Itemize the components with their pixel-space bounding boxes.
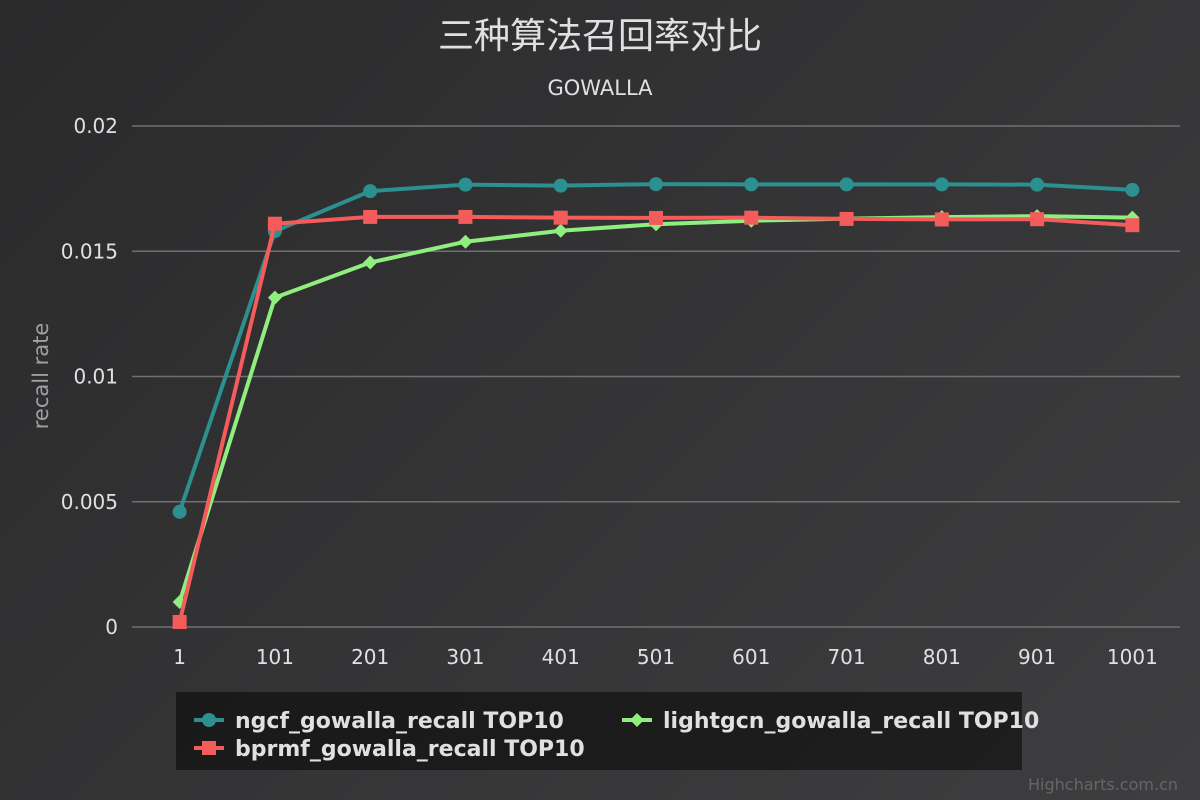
x-tick-label: 601	[732, 645, 770, 669]
data-point[interactable]	[553, 223, 568, 238]
y-axis-title: recall rate	[29, 323, 53, 430]
data-point[interactable]	[553, 178, 568, 193]
data-point[interactable]	[458, 234, 473, 249]
series-layer	[172, 177, 1140, 629]
series-2	[172, 209, 1140, 629]
legend: ngcf_gowalla_recall TOP10 lightgcn_gowall…	[176, 692, 1039, 770]
grid-lines	[132, 125, 1180, 628]
series-1	[172, 209, 1140, 609]
y-tick-label: 0	[105, 615, 118, 639]
legend-item[interactable]: bprmf_gowalla_recall TOP10	[194, 737, 585, 762]
data-point[interactable]	[363, 184, 378, 199]
x-tick-label: 501	[637, 645, 675, 669]
y-tick-label: 0.01	[73, 365, 118, 389]
data-point[interactable]	[458, 177, 473, 192]
x-tick-label: 101	[256, 645, 294, 669]
data-point[interactable]	[363, 255, 378, 270]
x-tick-label: 701	[827, 645, 865, 669]
data-point[interactable]	[267, 290, 282, 305]
legend-marker[interactable]	[202, 741, 216, 755]
data-point[interactable]	[1125, 218, 1140, 233]
data-point[interactable]	[649, 177, 663, 192]
x-tick-label: 1001	[1107, 645, 1158, 669]
legend-marker[interactable]	[630, 713, 644, 727]
series-0	[172, 177, 1140, 519]
legend-item[interactable]: ngcf_gowalla_recall TOP10	[194, 709, 564, 734]
series-line[interactable]	[177, 214, 1135, 624]
data-point[interactable]	[363, 209, 378, 224]
x-tick-label: 401	[542, 645, 580, 669]
data-point[interactable]	[1030, 177, 1045, 192]
y-axis-ticks: 0 0.005 0.01 0.015 0.02	[61, 114, 118, 639]
series-line[interactable]	[177, 214, 1135, 604]
legend-marker[interactable]	[202, 713, 216, 727]
data-point[interactable]	[934, 212, 949, 227]
y-tick-label: 0.015	[61, 239, 118, 263]
data-point[interactable]	[267, 216, 282, 231]
y-tick-label: 0.005	[61, 490, 118, 514]
credits-link[interactable]: Highcharts.com.cn	[1028, 775, 1178, 794]
data-point[interactable]	[934, 177, 949, 192]
legend-label: lightgcn_gowalla_recall TOP10	[663, 709, 1039, 734]
x-axis-ticks: 1 101 201 301 401 501 601 701 801 901 1001	[173, 645, 1158, 669]
x-tick-label: 1	[173, 645, 186, 669]
data-point[interactable]	[649, 210, 663, 225]
x-tick-label: 201	[351, 645, 389, 669]
chart-subtitle: GOWALLA	[547, 76, 653, 100]
legend-label: bprmf_gowalla_recall TOP10	[235, 737, 585, 762]
data-point[interactable]	[839, 211, 854, 226]
chart-title: 三种算法召回率对比	[438, 16, 762, 57]
data-point[interactable]	[1030, 212, 1045, 227]
data-point[interactable]	[458, 209, 473, 224]
x-tick-label: 801	[923, 645, 961, 669]
legend-label: ngcf_gowalla_recall TOP10	[235, 709, 564, 734]
data-point[interactable]	[172, 614, 187, 629]
series-line[interactable]	[177, 182, 1135, 514]
data-point[interactable]	[172, 504, 187, 519]
data-point[interactable]	[1125, 182, 1140, 197]
legend-item[interactable]: lightgcn_gowalla_recall TOP10	[622, 709, 1039, 734]
x-tick-label: 301	[446, 645, 484, 669]
y-tick-label: 0.02	[73, 114, 118, 138]
data-point[interactable]	[744, 177, 759, 192]
legend-box	[176, 692, 1022, 770]
data-point[interactable]	[553, 210, 568, 225]
data-point[interactable]	[839, 177, 854, 192]
x-tick-label: 901	[1018, 645, 1056, 669]
data-point[interactable]	[744, 210, 759, 225]
